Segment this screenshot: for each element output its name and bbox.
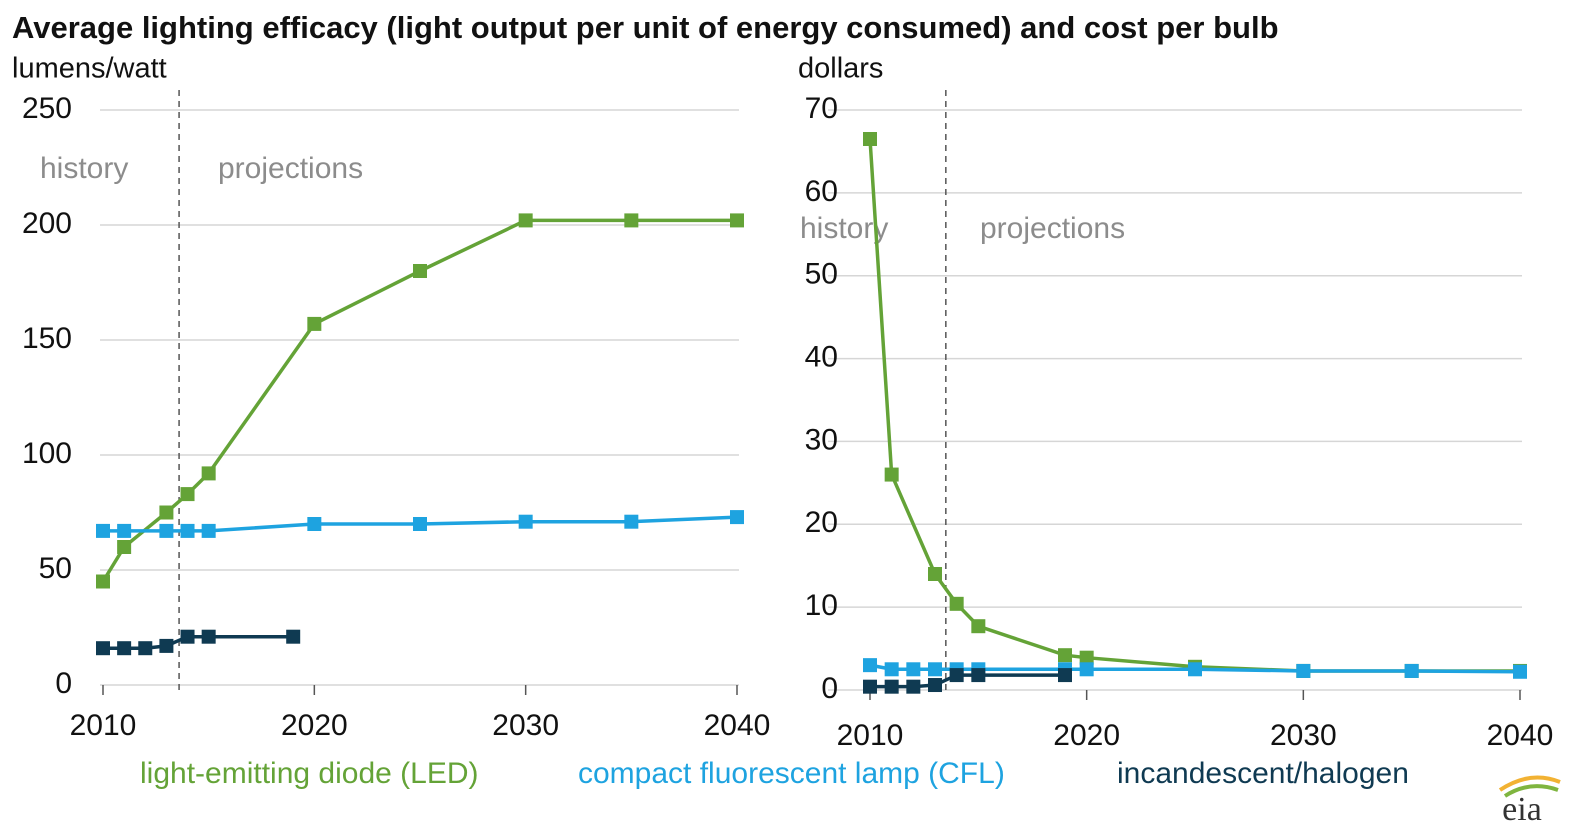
y-tick-label: 40 — [805, 340, 838, 373]
data-point — [863, 679, 877, 694]
x-tick-label: 2010 — [837, 719, 904, 752]
data-point — [180, 523, 195, 538]
data-point — [96, 574, 110, 589]
data-point — [413, 264, 427, 278]
data-point — [518, 514, 533, 529]
data-point — [307, 517, 322, 531]
data-point — [286, 629, 301, 644]
annotation: projections — [218, 152, 363, 185]
x-tick-label: 2030 — [1270, 719, 1337, 752]
data-point — [159, 505, 174, 520]
x-tick-label: 2020 — [1053, 719, 1120, 752]
legend-entry: light-emitting diode (LED) — [140, 757, 478, 790]
y-axis-label: dollars — [798, 53, 883, 85]
data-point — [884, 662, 899, 677]
series-line — [103, 634, 294, 650]
data-point — [928, 567, 942, 581]
data-point — [624, 213, 639, 228]
data-point — [1058, 668, 1072, 683]
data-point — [1058, 648, 1072, 663]
series-line — [868, 138, 1520, 673]
data-point — [159, 523, 174, 538]
series-line — [103, 515, 738, 533]
data-point — [159, 638, 174, 653]
legend-entry: compact fluorescent lamp (CFL) — [578, 757, 1005, 790]
y-tick-label: 30 — [805, 423, 838, 456]
logo-arc — [1498, 775, 1561, 792]
y-tick-label: 150 — [22, 322, 72, 355]
y-tick-label: 50 — [805, 258, 838, 291]
y-tick-label: 10 — [805, 589, 838, 622]
data-point — [884, 679, 899, 694]
data-point — [863, 658, 877, 673]
data-point — [201, 523, 216, 538]
data-point — [117, 540, 132, 554]
annotation: projections — [980, 212, 1125, 245]
data-point — [1296, 663, 1311, 678]
data-point — [518, 213, 533, 228]
data-point — [201, 466, 216, 481]
data-point — [117, 523, 132, 538]
data-point — [971, 619, 986, 634]
data-point — [1404, 663, 1419, 678]
data-point — [138, 641, 153, 656]
y-tick-label: 60 — [805, 175, 838, 208]
y-axis-label: lumens/watt — [12, 53, 167, 85]
data-point — [624, 514, 639, 529]
data-point — [1079, 662, 1094, 677]
y-tick-label: 100 — [22, 437, 72, 470]
data-point — [949, 668, 964, 683]
data-point — [730, 510, 744, 525]
data-point — [180, 629, 195, 644]
data-point — [1513, 664, 1527, 679]
x-tick-label: 2020 — [281, 709, 348, 742]
series-line — [870, 673, 1065, 689]
legend-entry: incandescent/halogen — [1117, 757, 1409, 790]
x-tick-label: 2030 — [492, 709, 559, 742]
data-point — [730, 213, 744, 228]
logo-text: eia — [1502, 791, 1542, 828]
data-point — [307, 316, 322, 331]
data-point — [117, 641, 132, 656]
y-tick-label: 200 — [22, 207, 72, 240]
y-tick-label: 0 — [55, 667, 72, 700]
x-tick-label: 2040 — [704, 709, 771, 742]
annotation: history — [40, 152, 128, 185]
data-point — [863, 132, 877, 146]
data-point — [96, 641, 110, 656]
data-point — [971, 668, 986, 683]
data-point — [928, 678, 942, 693]
data-point — [949, 596, 964, 611]
data-point — [906, 662, 921, 677]
logo-arc — [1503, 784, 1559, 798]
data-point — [180, 487, 195, 502]
data-point — [928, 662, 942, 677]
logo: eia — [1498, 775, 1561, 828]
chart-title: Average lighting efficacy (light output … — [12, 10, 1279, 45]
y-tick-label: 20 — [805, 506, 838, 539]
y-tick-label: 250 — [22, 92, 72, 125]
data-point — [96, 523, 110, 538]
x-tick-label: 2040 — [1487, 719, 1554, 752]
data-point — [413, 517, 427, 531]
data-point — [884, 467, 899, 482]
y-tick-label: 0 — [821, 672, 838, 705]
data-point — [1079, 650, 1094, 665]
y-tick-label: 70 — [805, 92, 838, 125]
x-tick-label: 2010 — [70, 709, 137, 742]
data-point — [201, 629, 216, 644]
y-tick-label: 50 — [39, 552, 72, 585]
data-point — [906, 679, 921, 694]
data-point — [1188, 662, 1202, 677]
